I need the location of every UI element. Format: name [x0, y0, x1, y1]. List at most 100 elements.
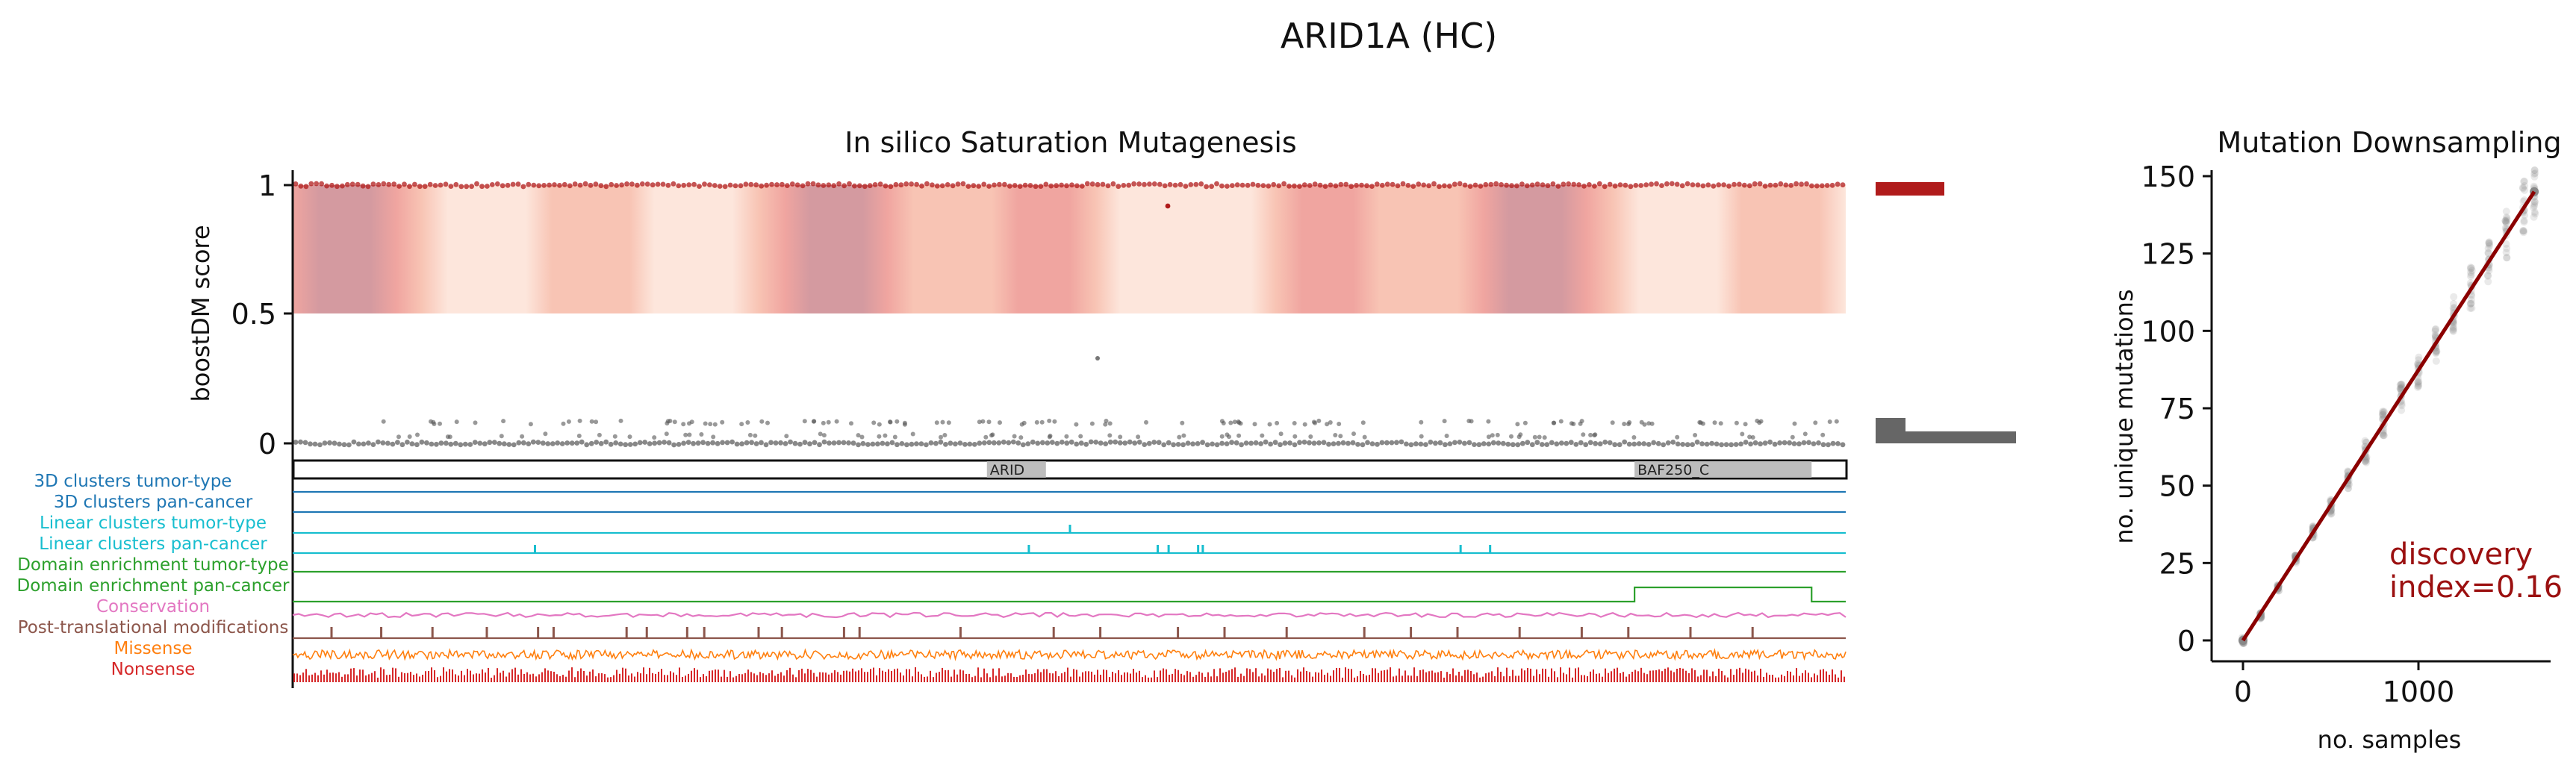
driver-point [1757, 181, 1763, 187]
passenger-point [1690, 442, 1696, 447]
driver-point [1064, 183, 1069, 189]
downsample-point [2484, 249, 2492, 257]
driver-point [1100, 181, 1106, 187]
passenger-point [445, 434, 450, 440]
driver-point [1509, 183, 1514, 189]
passenger-point [1074, 422, 1079, 427]
passenger-point [1801, 440, 1807, 446]
driver-point [1364, 183, 1369, 189]
downsample-point [2362, 458, 2371, 466]
passenger-point [1278, 431, 1284, 437]
downsample-point [2397, 384, 2405, 393]
score-heatmap [293, 185, 1846, 313]
driver-point [1225, 184, 1230, 189]
passenger-point [1161, 442, 1167, 448]
passenger-point [918, 441, 924, 446]
passenger-point [409, 441, 415, 447]
passenger-point [1103, 441, 1109, 446]
downsample-point [2467, 299, 2475, 308]
passenger-point [734, 441, 740, 447]
driver-point [1499, 182, 1504, 187]
passenger-point [817, 442, 822, 448]
driver-point [303, 184, 309, 190]
driver-point [1027, 183, 1033, 188]
passenger-point [1177, 434, 1182, 440]
driver-point [629, 181, 635, 187]
passenger-point [317, 442, 323, 448]
domain-arid-label: ARID [990, 462, 1024, 478]
passenger-point [967, 441, 973, 447]
downsample-point [2398, 402, 2406, 410]
downsample-point [2414, 378, 2422, 386]
downsample-point [2503, 213, 2510, 221]
passenger-point [564, 440, 570, 446]
passenger-point [1610, 420, 1615, 425]
passenger-point [1093, 440, 1099, 445]
passenger-point [933, 440, 939, 446]
passenger-point [940, 419, 945, 425]
discovery-annotation-line2: index=0.16 [2389, 570, 2563, 605]
driver-point [898, 182, 904, 188]
passenger-point [700, 440, 706, 446]
passenger-point [934, 420, 939, 425]
driver-point [930, 182, 935, 188]
passenger-point [1495, 432, 1500, 437]
driver-point [847, 181, 852, 187]
driver-point [474, 181, 479, 187]
driver-point [624, 181, 629, 187]
passenger-point [836, 440, 841, 446]
driver-point [1602, 184, 1608, 190]
passenger-point [739, 422, 744, 427]
passenger-point [1462, 440, 1467, 446]
downsample-point [2501, 216, 2510, 225]
passenger-point [1224, 441, 1230, 446]
passenger-point [792, 440, 798, 446]
passenger-point [841, 440, 847, 446]
driver-point [335, 184, 340, 190]
downsample-point [2530, 200, 2539, 208]
driver-point [1343, 181, 1349, 187]
passenger-point [1292, 421, 1297, 425]
downsample-point [2431, 331, 2439, 339]
passenger-point [765, 420, 770, 425]
passenger-point [1525, 440, 1531, 446]
driver-point [1767, 182, 1773, 188]
driver-point [324, 183, 329, 189]
driver-point [707, 182, 712, 188]
driver-point [458, 184, 464, 190]
driver-point [427, 181, 433, 187]
driver-point [1116, 184, 1121, 190]
passenger-point [1248, 440, 1254, 446]
passenger-point [1268, 441, 1273, 447]
passenger-point [1045, 440, 1051, 446]
driver-point [1048, 183, 1054, 189]
downsample-point [2379, 431, 2387, 440]
passenger-point [1428, 440, 1434, 445]
passenger-point [1554, 441, 1560, 447]
driver-point [1079, 184, 1085, 189]
passenger-point [332, 440, 337, 446]
passenger-point [1675, 434, 1680, 440]
passenger-point [708, 422, 713, 427]
downsample-point [2468, 304, 2476, 312]
passenger-point [1052, 419, 1057, 424]
passenger-point [1646, 442, 1652, 447]
passenger-point [1219, 419, 1225, 424]
driver-point [1312, 181, 1318, 187]
passenger-point [1333, 433, 1338, 437]
passenger-point [924, 442, 929, 448]
passenger-point [827, 440, 832, 446]
downsample-point [2361, 437, 2369, 445]
passenger-point [705, 440, 711, 446]
driver-point [1524, 183, 1530, 189]
downsample-point [2467, 269, 2474, 276]
driver-point [1307, 183, 1313, 188]
passenger-point [1752, 440, 1758, 446]
passenger-point [977, 419, 982, 425]
passenger-point [1447, 441, 1453, 446]
passenger-point [1486, 434, 1491, 440]
driver-point [417, 184, 423, 190]
passenger-point [1219, 440, 1225, 446]
passenger-point [1233, 440, 1239, 446]
